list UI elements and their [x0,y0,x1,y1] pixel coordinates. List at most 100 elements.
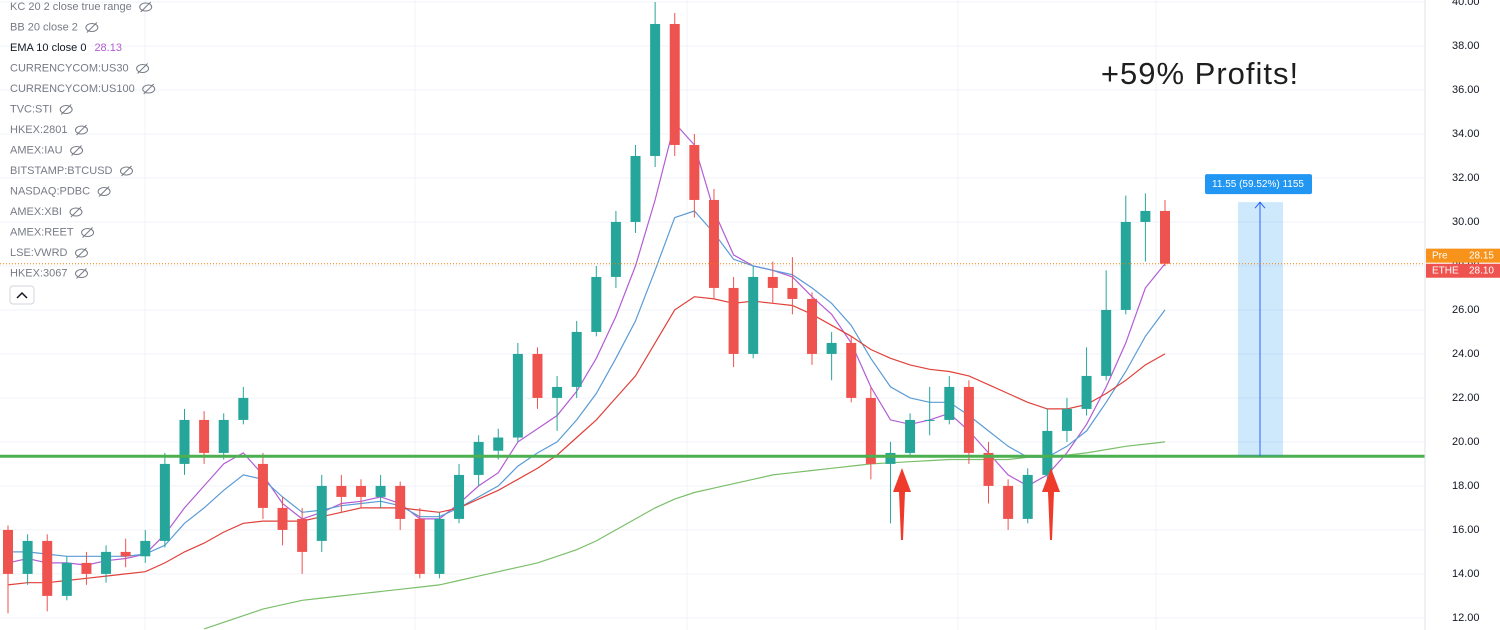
price-label-value: 28.10 [1469,265,1494,276]
candle-body [669,23,680,145]
visibility-slash [143,83,155,95]
price-label-value: 28.15 [1469,250,1494,261]
candle-body [630,155,641,222]
candle-body [689,144,700,200]
visibility-icon[interactable] [74,125,88,135]
visibility-icon[interactable] [119,166,133,176]
legend-item[interactable]: EMA 10 close 0 [10,42,86,54]
candle-body [787,287,798,299]
visibility-slash [76,247,87,259]
candle-body [1081,375,1092,409]
collapse-button[interactable] [9,285,35,305]
legend-item[interactable]: NASDAQ:PDBC [10,185,90,197]
candle-body [238,397,249,420]
y-tick-label: 16.00 [1452,524,1480,536]
visibility-icon[interactable] [81,228,95,237]
visibility-icon[interactable] [70,146,84,155]
candle-body [748,276,759,354]
up-arrow [1042,468,1060,540]
candle-body [885,452,896,464]
visibility-icon[interactable] [69,207,83,217]
y-tick-label: 14.00 [1452,568,1480,580]
y-tick-label: 22.00 [1452,392,1480,404]
candle-body [355,485,366,497]
y-tick-label: 24.00 [1452,348,1480,360]
up-arrow [893,468,911,540]
candle-body [963,386,974,453]
y-tick-label: 18.00 [1452,480,1480,492]
candle-body [1042,430,1053,475]
legend-item[interactable]: TVC:STI [10,103,52,115]
candle-body [375,485,386,497]
candle-body [42,540,53,596]
visibility-slash [71,145,82,156]
legend-item[interactable]: HKEX:3067 [10,267,67,279]
legend-item[interactable]: BITSTAMP:BTCUSD [10,165,113,177]
legend-item[interactable]: AMEX:IAU [10,144,63,156]
candle-body [120,551,131,557]
y-tick-label: 36.00 [1452,84,1480,96]
visibility-icon[interactable] [136,64,150,73]
visibility-slash [86,22,98,33]
visibility-icon[interactable] [74,269,88,278]
visibility-slash [140,1,152,13]
price-axis: 12.00 14.00 16.00 18.00 20.00 22.00 24.00 26.00… [1426,0,1500,624]
visibility-icon[interactable] [74,248,88,258]
visibility-slash [98,186,110,197]
visibility-slash [76,124,87,136]
candle-body [826,342,837,354]
legend-item[interactable]: HKEX:2801 [10,124,67,136]
price-label-bg [1426,263,1500,278]
legend-item[interactable]: LSE:VWRD [10,247,68,259]
legend-item[interactable]: AMEX:XBI [10,206,62,218]
y-tick-label: 12.00 [1452,612,1480,624]
candle-body [140,540,151,557]
legend-item[interactable]: CURRENCYCOM:US100 [10,83,135,95]
candle-body [728,287,739,354]
candle-body [846,342,857,398]
price-label-bg [1426,248,1500,263]
candle-body [159,463,170,541]
legend-item[interactable]: KC 20 2 close true range [10,1,132,13]
candle-body [61,562,72,596]
candle-body [1160,210,1170,264]
profit-annotation: +59% Profits! [1101,56,1299,91]
candle-body [1120,221,1131,310]
candle-body [454,474,465,519]
candles [3,1,1170,614]
candle-body [218,419,229,453]
measure-label-bg [1205,174,1312,195]
visibility-icon[interactable] [142,84,156,94]
candle-body [1022,474,1033,519]
y-tick-label: 20.00 [1452,436,1480,448]
legend-item[interactable]: BB 20 close 2 [10,21,78,33]
measure-arrowhead [1254,201,1266,209]
candle-body [493,437,504,451]
y-tick-label: 30.00 [1452,216,1480,228]
candle-body [807,298,818,354]
candle-body [297,518,308,552]
visibility-icon[interactable] [85,23,99,32]
candle-body [1061,408,1072,431]
candle-body [571,331,582,387]
indicator-legend: KC 20 2 close true range BB 20 close 2 EMA… [10,1,156,279]
candle-body [983,452,994,486]
y-tick-label: 26.00 [1452,304,1480,316]
y-tick-label: 38.00 [1452,40,1480,52]
legend-item[interactable]: CURRENCYCOM:US30 [10,62,129,74]
candle-body [1101,309,1112,376]
visibility-icon[interactable] [97,187,111,196]
legend-value: 28.13 [94,42,122,54]
candle-body [944,386,955,420]
indicator-line [203,441,1166,630]
visibility-slash [121,165,132,177]
y-tick-label: 32.00 [1452,172,1480,184]
candle-body [532,353,543,398]
price-label-name: ETHE [1432,265,1459,276]
legend-item[interactable]: AMEX:REET [10,226,74,238]
measure-label: 11.55 (59.52%) 1155 [1212,179,1304,190]
visibility-icon[interactable] [139,2,153,12]
candle-body [22,540,33,574]
candle-body [434,518,445,574]
visibility-icon[interactable] [59,105,73,114]
